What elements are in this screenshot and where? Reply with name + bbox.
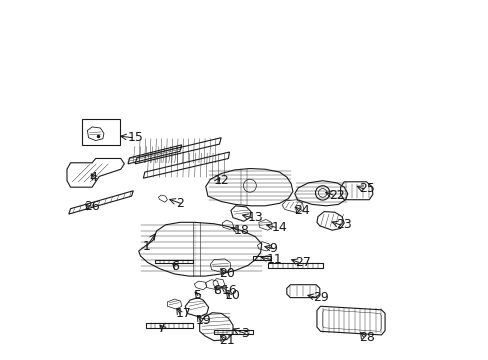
Text: 15: 15 — [128, 131, 143, 144]
Text: 14: 14 — [271, 221, 286, 234]
Text: 26: 26 — [83, 201, 100, 213]
Text: 27: 27 — [294, 256, 310, 269]
Text: 2: 2 — [176, 197, 184, 210]
Text: 29: 29 — [312, 291, 328, 304]
Circle shape — [315, 186, 329, 200]
Text: 25: 25 — [359, 183, 374, 195]
Text: 17: 17 — [175, 307, 191, 320]
Text: 6: 6 — [171, 260, 179, 273]
Text: 28: 28 — [359, 330, 374, 343]
Text: 20: 20 — [219, 267, 235, 280]
Text: 18: 18 — [233, 224, 249, 237]
Text: 24: 24 — [293, 204, 309, 217]
Text: 16: 16 — [222, 284, 237, 297]
Text: 23: 23 — [335, 218, 351, 231]
Text: 1: 1 — [142, 240, 150, 253]
Text: 5: 5 — [193, 289, 201, 302]
Text: 9: 9 — [269, 242, 277, 255]
Text: 19: 19 — [196, 314, 211, 327]
Text: 8: 8 — [212, 284, 221, 297]
Text: 4: 4 — [89, 171, 97, 184]
Text: 21: 21 — [219, 334, 235, 347]
Text: 22: 22 — [328, 189, 344, 202]
Text: 7: 7 — [158, 321, 166, 334]
Text: 13: 13 — [247, 211, 263, 224]
Text: 10: 10 — [224, 289, 240, 302]
Text: 12: 12 — [214, 174, 229, 186]
Text: 11: 11 — [266, 253, 282, 266]
Text: 3: 3 — [241, 327, 248, 340]
Bar — [82, 119, 120, 145]
